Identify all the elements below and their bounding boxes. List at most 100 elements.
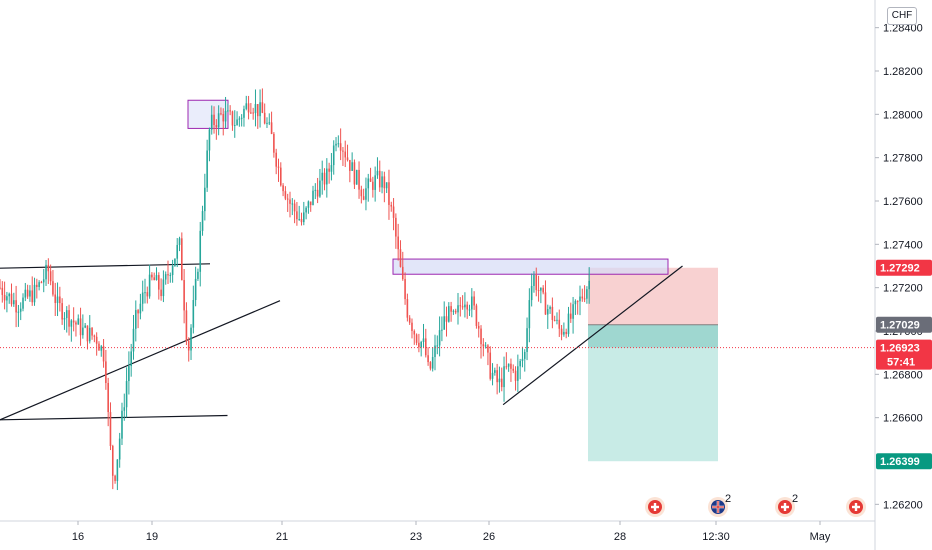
candle-body bbox=[482, 344, 485, 347]
price-tag-label: 1.27029 bbox=[880, 320, 920, 332]
candle-body bbox=[530, 285, 533, 301]
candle-body bbox=[121, 410, 123, 439]
candle-body bbox=[392, 206, 395, 218]
candle-body bbox=[523, 351, 526, 359]
candle-body bbox=[227, 110, 229, 112]
x-tick-label: 19 bbox=[146, 531, 158, 543]
candle-body bbox=[252, 112, 254, 114]
candle-body bbox=[240, 117, 243, 119]
candle-body bbox=[381, 176, 383, 188]
candle-body bbox=[586, 289, 588, 299]
candle-body bbox=[243, 108, 245, 118]
candle-body bbox=[351, 162, 353, 171]
candle-body bbox=[13, 300, 15, 305]
candle-body bbox=[519, 360, 521, 367]
y-tick-label: 1.26800 bbox=[883, 369, 923, 381]
candle-body bbox=[185, 310, 188, 341]
candle-body bbox=[553, 319, 556, 321]
y-tick-label: 1.27800 bbox=[883, 153, 923, 165]
candle-body bbox=[3, 294, 6, 301]
candle-body bbox=[431, 357, 434, 369]
candle-body bbox=[494, 370, 496, 373]
candle-body bbox=[116, 459, 119, 481]
candle-body bbox=[206, 150, 208, 188]
candle-body bbox=[540, 287, 542, 291]
candle-body bbox=[169, 275, 172, 277]
candle-body bbox=[213, 114, 215, 126]
candle-body bbox=[291, 203, 294, 205]
candle-body bbox=[259, 102, 261, 117]
candle-body bbox=[542, 287, 544, 293]
candle-body bbox=[82, 327, 84, 336]
candle-body bbox=[507, 363, 510, 367]
candle-body bbox=[146, 292, 149, 297]
candle-body bbox=[464, 304, 466, 308]
candle-body bbox=[510, 363, 512, 369]
candle-body bbox=[217, 113, 220, 128]
candle-body bbox=[496, 370, 498, 383]
candle-body bbox=[79, 318, 82, 336]
candle-body bbox=[261, 102, 264, 113]
candle-body bbox=[26, 289, 29, 297]
candle-body bbox=[160, 289, 162, 297]
event-count: 2 bbox=[725, 493, 731, 505]
candle-body bbox=[512, 368, 515, 371]
candle-body bbox=[224, 110, 227, 122]
price-tag-label: 1.26399 bbox=[880, 456, 920, 468]
candle-body bbox=[208, 129, 211, 151]
candle-body bbox=[68, 310, 70, 327]
candle-body bbox=[558, 319, 561, 329]
candle-body bbox=[222, 113, 225, 122]
candle-body bbox=[254, 104, 257, 114]
candle-body bbox=[321, 172, 324, 181]
candle-body bbox=[210, 114, 213, 130]
candle-body bbox=[448, 306, 450, 322]
y-tick-label: 1.27600 bbox=[883, 196, 923, 208]
y-tick-label: 1.26600 bbox=[883, 413, 923, 425]
candle-body bbox=[277, 166, 280, 168]
candle-body bbox=[546, 309, 549, 315]
candle-body bbox=[29, 290, 31, 297]
trend-line bbox=[0, 263, 211, 269]
candle-body bbox=[286, 198, 289, 200]
candle-body bbox=[268, 122, 271, 124]
candle-body bbox=[93, 335, 96, 337]
candle-body bbox=[275, 152, 277, 167]
swiss-cross bbox=[852, 505, 860, 509]
candle-body bbox=[337, 143, 340, 145]
candle-body bbox=[305, 207, 307, 213]
candle-body bbox=[86, 325, 89, 342]
candle-body bbox=[63, 318, 66, 320]
candle-body bbox=[137, 310, 139, 314]
candle-body bbox=[588, 280, 590, 290]
y-tick-label: 1.27200 bbox=[883, 283, 923, 295]
candle-body bbox=[424, 338, 427, 356]
candle-body bbox=[144, 292, 146, 294]
candle-body bbox=[1, 287, 4, 295]
candle-body bbox=[270, 122, 273, 134]
candle-body bbox=[535, 275, 538, 291]
candle-body bbox=[367, 178, 370, 189]
candle-body bbox=[319, 180, 321, 197]
candle-body bbox=[61, 303, 63, 320]
candle-body bbox=[183, 280, 185, 311]
candle-body bbox=[427, 355, 429, 363]
candle-body bbox=[59, 296, 61, 304]
candle-body bbox=[56, 296, 59, 303]
candle-body bbox=[452, 310, 455, 312]
candle-body bbox=[326, 168, 328, 185]
currency-label[interactable]: CHF bbox=[887, 7, 917, 25]
candle-body bbox=[413, 330, 416, 335]
candle-body bbox=[8, 293, 11, 297]
candle-body bbox=[328, 168, 330, 172]
candle-body bbox=[404, 279, 406, 300]
candles-layer bbox=[0, 88, 590, 491]
countdown-label: 57:41 bbox=[887, 357, 915, 369]
candle-body bbox=[445, 316, 448, 322]
candle-body bbox=[332, 145, 335, 166]
candle-body bbox=[174, 258, 176, 266]
candle-body bbox=[298, 219, 301, 221]
candle-body bbox=[385, 182, 388, 189]
candle-body bbox=[134, 310, 137, 329]
